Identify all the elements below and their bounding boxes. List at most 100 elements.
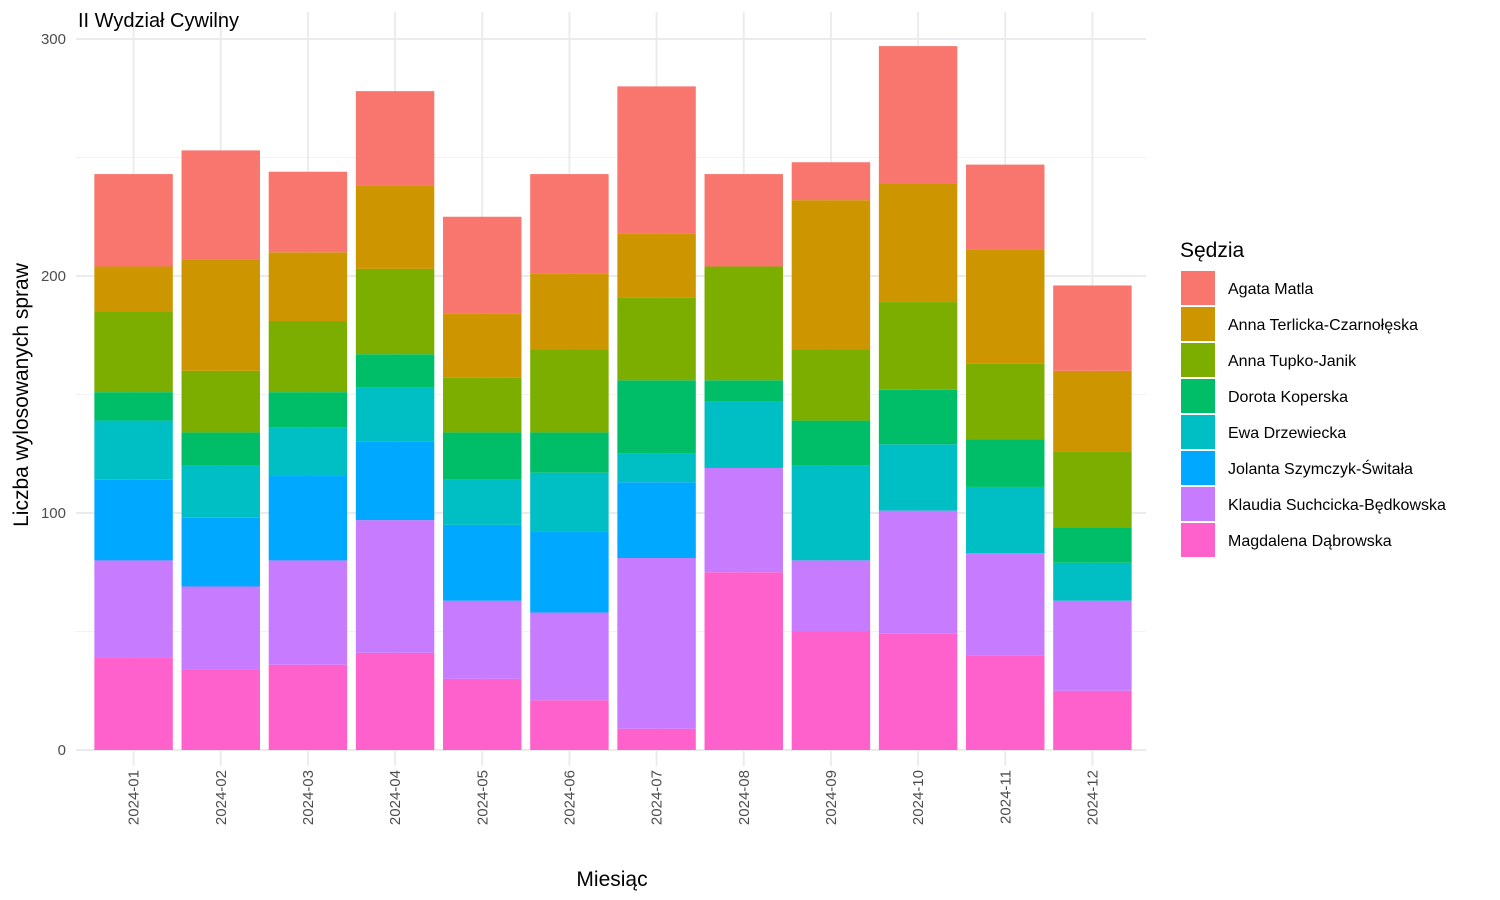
legend-label: Anna Tupko-Janik: [1228, 353, 1357, 370]
bar-segment: [268, 427, 348, 476]
bar-segment: [878, 444, 958, 511]
bar-segment: [443, 377, 522, 433]
bar-segment: [1053, 690, 1132, 750]
bar-segment: [1053, 451, 1132, 528]
bar-segment: [94, 311, 173, 393]
bar-segment: [878, 183, 958, 303]
bar-segment: [791, 465, 871, 561]
legend-label: Agata Matla: [1228, 281, 1313, 298]
bar-segment: [355, 387, 435, 442]
bar-segment: [617, 558, 696, 729]
bar-segment: [268, 252, 348, 322]
bar-segment: [966, 655, 1045, 750]
bar-segment: [530, 612, 609, 701]
bar-segment: [268, 321, 348, 393]
bar-segment: [966, 553, 1045, 656]
y-tick-label: 100: [41, 505, 66, 522]
x-tick-label: 2024-04: [387, 770, 404, 825]
bar-segment: [355, 354, 435, 388]
bar-segment: [530, 432, 609, 473]
bar-segment: [704, 380, 783, 402]
bar-segment: [268, 664, 348, 750]
bar-segment: [443, 524, 522, 601]
legend-key: [1181, 271, 1215, 305]
legend-label: Magdalena Dąbrowska: [1228, 533, 1392, 550]
bar-segment: [355, 520, 435, 653]
bar-segment: [94, 420, 173, 480]
bar-segment: [94, 560, 173, 658]
legend-key: [1181, 307, 1215, 341]
legend-label: Ewa Drzewiecka: [1228, 425, 1346, 442]
bar-segment: [878, 389, 958, 445]
x-tick-label: 2024-12: [1084, 770, 1101, 825]
bar-segment: [530, 273, 609, 350]
bar-segment: [355, 441, 435, 521]
bar-segment: [617, 482, 696, 559]
bar-segment: [791, 162, 871, 201]
bar-segment: [1053, 370, 1132, 452]
legend-label: Jolanta Szymczyk-Świtała: [1228, 459, 1413, 478]
bar-segment: [181, 432, 260, 466]
bars: [94, 46, 1132, 750]
legend-label: Dorota Koperska: [1228, 389, 1348, 406]
bar-segment: [617, 297, 696, 381]
x-tick-label: 2024-01: [126, 770, 143, 825]
bar-segment: [443, 313, 522, 378]
bar-segment: [530, 174, 609, 274]
bar-segment: [530, 349, 609, 433]
bar-segment: [966, 363, 1045, 440]
legend-key: [1181, 523, 1215, 557]
bar-segment: [1053, 600, 1132, 691]
bar-segment: [617, 233, 696, 298]
bar-segment: [966, 249, 1045, 364]
bar-segment: [966, 439, 1045, 487]
y-tick-label: 300: [41, 31, 66, 48]
bar-segment: [443, 479, 522, 525]
legend: Sędzia Agata Matla Anna Terlicka-Czarnołę…: [1180, 239, 1446, 557]
legend-key: [1181, 379, 1215, 413]
y-axis-title: Liczba wylosowanych spraw: [10, 262, 33, 527]
bar-segment: [878, 633, 958, 750]
bar-segment: [355, 185, 435, 269]
legend-key: [1181, 415, 1215, 449]
bar-segment: [1053, 285, 1132, 371]
bar-segment: [94, 392, 173, 421]
bar-segment: [181, 465, 260, 518]
x-tick-label: 2024-08: [736, 770, 753, 825]
bar-segment: [355, 652, 435, 750]
bar-segment: [704, 266, 783, 381]
x-tick-label: 2024-06: [561, 770, 578, 825]
bar-segment: [268, 560, 348, 665]
bar-segment: [704, 401, 783, 468]
bar-segment: [791, 560, 871, 632]
bar-segment: [1053, 562, 1132, 601]
bar-segment: [704, 467, 783, 573]
bar-segment: [966, 164, 1045, 250]
bar-segment: [617, 86, 696, 234]
y-tick-label: 200: [41, 268, 66, 285]
x-axis-title: Miesiąc: [576, 868, 647, 891]
y-axis-ticks: 0 100 200 300: [41, 31, 66, 759]
x-tick-label: 2024-05: [474, 770, 491, 825]
bar-segment: [443, 600, 522, 679]
bar-segment: [181, 259, 260, 371]
bar-segment: [268, 171, 348, 253]
bar-segment: [181, 517, 260, 587]
x-tick-label: 2024-10: [910, 770, 927, 825]
legend-key: [1181, 487, 1215, 521]
bar-segment: [617, 728, 696, 750]
x-tick-label: 2024-09: [823, 770, 840, 825]
legend-label: Klaudia Suchcicka-Będkowska: [1228, 497, 1446, 514]
x-tick-label: 2024-02: [213, 770, 230, 825]
bar-segment: [530, 531, 609, 613]
y-tick-label: 0: [58, 742, 66, 759]
bar-segment: [878, 510, 958, 634]
bar-segment: [268, 392, 348, 428]
bar-segment: [704, 174, 783, 267]
bar-segment: [791, 420, 871, 466]
bar-segment: [268, 475, 348, 561]
bar-segment: [1053, 527, 1132, 563]
bar-segment: [181, 150, 260, 260]
bar-segment: [181, 586, 260, 670]
